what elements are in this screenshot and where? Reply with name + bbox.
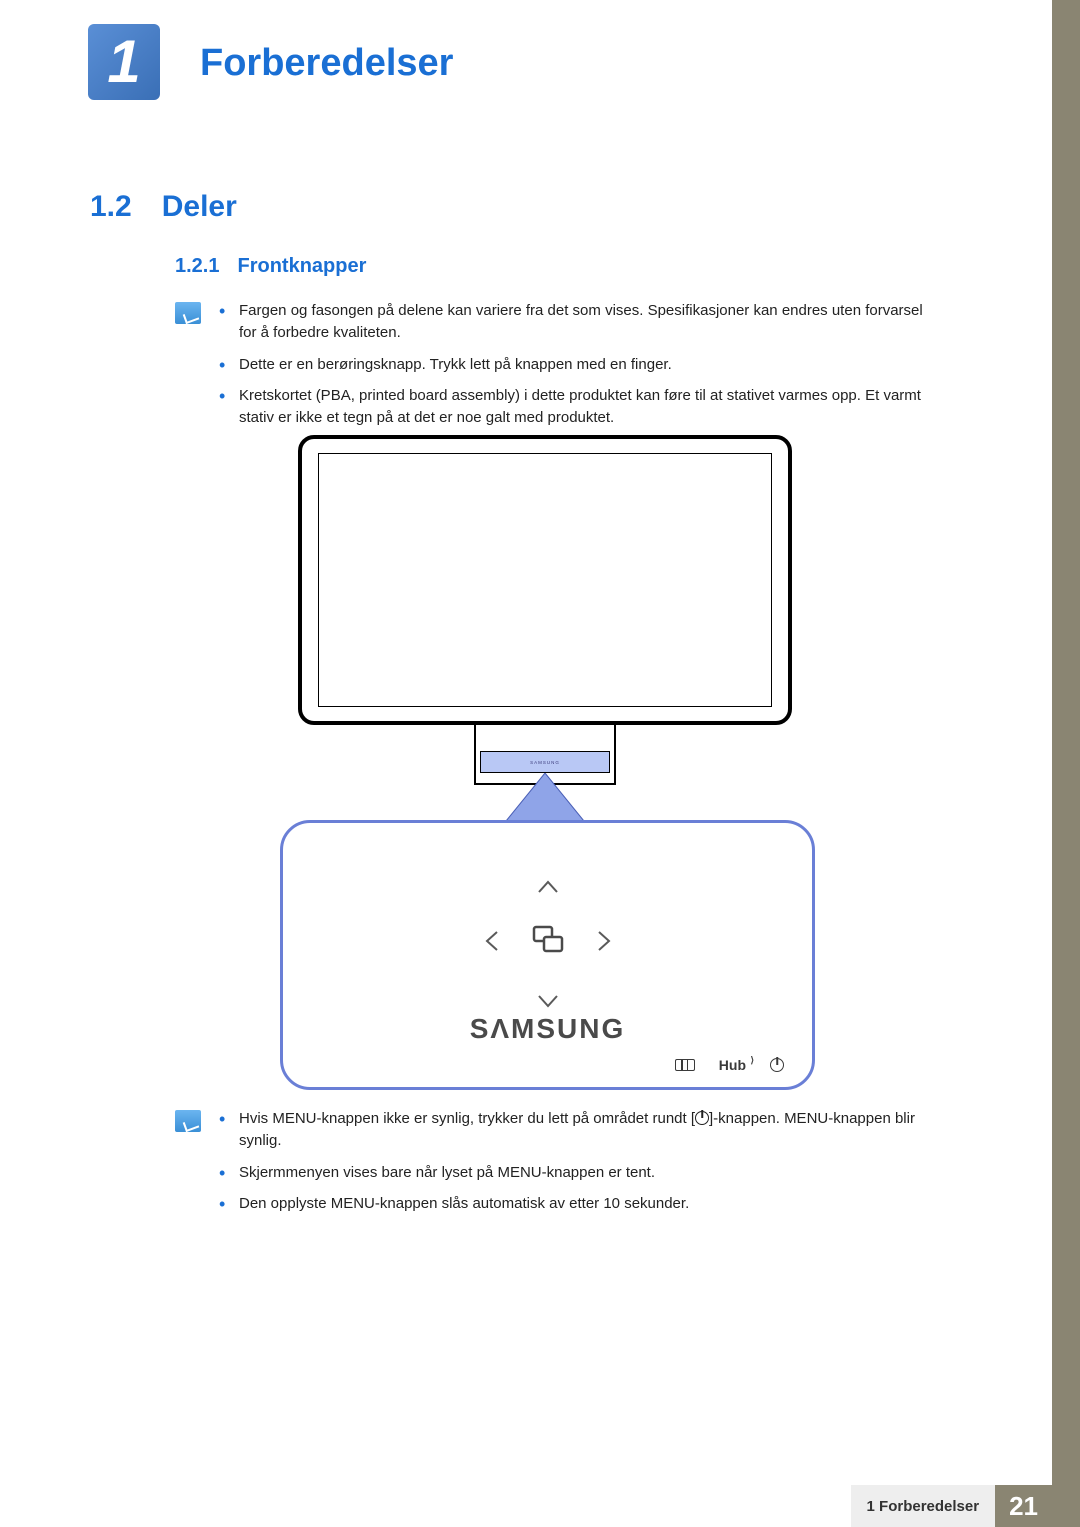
note-item: Den opplyste MENU-knappen slås automatis… bbox=[219, 1193, 939, 1215]
note-item: Skjermmenyen vises bare når lyset på MEN… bbox=[219, 1162, 939, 1184]
note-block-2: Hvis MENU-knappen ikke er synlig, trykke… bbox=[175, 1108, 939, 1225]
subsection-title: Frontknapper bbox=[237, 255, 366, 278]
up-icon bbox=[536, 873, 560, 899]
right-icon bbox=[596, 929, 612, 957]
footer-page-number: 21 bbox=[995, 1485, 1052, 1527]
enter-icon bbox=[530, 923, 566, 959]
front-buttons-diagram: SAMSUNG SΛMSUN bbox=[280, 435, 815, 1095]
note-item: Dette er en berøringsknapp. Trykk lett p… bbox=[219, 354, 939, 376]
section-number: 1.2 bbox=[90, 190, 132, 224]
section-title: Deler bbox=[162, 190, 237, 224]
footer-chapter-label: 1 Forberedelser bbox=[851, 1485, 996, 1527]
note-text-pre: Hvis MENU-knappen ikke er synlig, trykke… bbox=[239, 1110, 695, 1127]
hub-icon: Hub⟩ bbox=[719, 1057, 746, 1073]
monitor-frame bbox=[298, 435, 792, 725]
power-icon bbox=[695, 1111, 709, 1125]
power-icon bbox=[770, 1058, 784, 1072]
stand-highlight: SAMSUNG bbox=[480, 751, 610, 773]
callout-pointer bbox=[500, 773, 590, 823]
note-item: Fargen og fasongen på delene kan variere… bbox=[219, 300, 939, 344]
down-icon bbox=[536, 987, 560, 1013]
note-icon bbox=[175, 1110, 201, 1132]
note-icon bbox=[175, 302, 201, 324]
panel-icon-row: Hub⟩ bbox=[675, 1057, 784, 1073]
note-list-2: Hvis MENU-knappen ikke er synlig, trykke… bbox=[219, 1108, 939, 1225]
brand-logo: SΛMSUNG bbox=[283, 1013, 812, 1045]
dpad bbox=[478, 883, 618, 1003]
section-heading: 1.2 Deler bbox=[90, 190, 237, 224]
subsection-number: 1.2.1 bbox=[175, 255, 219, 278]
note-block-1: Fargen og fasongen på delene kan variere… bbox=[175, 300, 939, 439]
chapter-number-tab: 1 bbox=[88, 24, 160, 100]
chapter-title: Forberedelser bbox=[200, 42, 453, 85]
control-panel: SΛMSUNG Hub⟩ bbox=[280, 820, 815, 1090]
page-footer: 1 Forberedelser 21 bbox=[851, 1485, 1052, 1527]
three-d-icon bbox=[675, 1059, 695, 1071]
note-list-1: Fargen og fasongen på delene kan variere… bbox=[219, 300, 939, 439]
left-icon bbox=[484, 929, 500, 957]
sidebar-strip bbox=[1052, 0, 1080, 1527]
monitor-screen bbox=[318, 453, 772, 707]
note-item: Kretskortet (PBA, printed board assembly… bbox=[219, 385, 939, 429]
subsection-heading: 1.2.1 Frontknapper bbox=[175, 255, 366, 278]
note-item: Hvis MENU-knappen ikke er synlig, trykke… bbox=[219, 1108, 939, 1152]
